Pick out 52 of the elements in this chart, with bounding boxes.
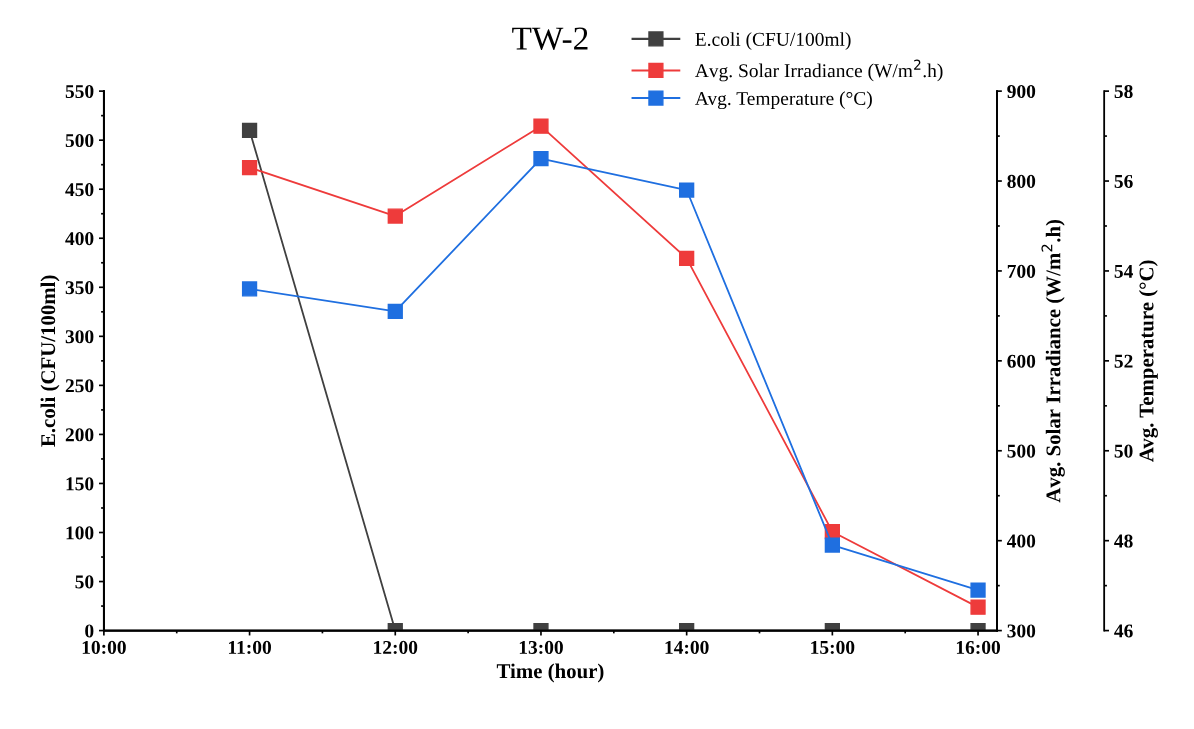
y3-tick-label: 48 — [1114, 534, 1133, 548]
point — [387, 208, 403, 224]
y-tick-label: 100 — [66, 526, 94, 540]
x-axis-title: Time (hour) — [496, 663, 604, 683]
y2-tick-label: 400 — [1006, 534, 1036, 548]
point — [241, 281, 258, 297]
y3-tick-label: 46 — [1114, 624, 1133, 638]
y-tick-label: 400 — [65, 232, 94, 246]
y2-tick-label: 700 — [1007, 264, 1036, 278]
y3-tick-label: 50 — [1114, 444, 1133, 458]
x-tick-label: 14:00 — [665, 640, 709, 655]
point — [533, 118, 549, 134]
x-tick-label: 16:00 — [956, 640, 1000, 655]
x-tick-label: 10:00 — [82, 640, 126, 655]
point — [387, 303, 403, 320]
point — [241, 159, 258, 176]
x-tick-label: 11:00 — [228, 640, 271, 655]
y3-tick-label: 56 — [1114, 174, 1133, 188]
legend-label: E.coli (CFU/100ml) — [695, 32, 851, 50]
y2-tick-label: 600 — [1007, 354, 1036, 368]
point — [533, 150, 549, 167]
point — [970, 582, 986, 598]
y3-axis-title: Avg. Temperature (°C) — [1138, 260, 1158, 462]
point — [679, 250, 695, 266]
y2-tick-label: 800 — [1007, 174, 1036, 188]
y-tick-label: 350 — [65, 281, 94, 295]
y-tick-label: 450 — [65, 183, 94, 197]
point — [679, 182, 695, 198]
y-tick-label: 500 — [65, 133, 94, 148]
y-tick-label: 550 — [65, 84, 94, 99]
point — [970, 599, 986, 615]
y2-tick-label: 900 — [1007, 84, 1036, 99]
y3-tick-label: 52 — [1114, 354, 1133, 368]
x-tick-label: 13:00 — [519, 640, 563, 655]
point — [824, 537, 840, 553]
legend-label: Avg. Temperature (°C) — [695, 91, 872, 110]
y3-tick-label: 58 — [1114, 84, 1133, 99]
x-tick-label: 15:00 — [811, 640, 855, 655]
y-tick-label: 200 — [65, 428, 94, 442]
chart-title: TW-2 — [512, 27, 588, 50]
x-tick-label: 12:00 — [374, 640, 418, 655]
y-tick-label: 0 — [85, 624, 94, 638]
y-tick-label: 300 — [65, 330, 94, 344]
y2-tick-label: 500 — [1007, 444, 1036, 458]
y2-axis-title: Avg. Solar Irradiance (W/m$^{2}$.h) — [1041, 219, 1065, 503]
y-axis-title: E.coli (CFU/100ml) — [40, 275, 60, 447]
y2-tick-label: 300 — [1007, 624, 1036, 638]
y-tick-label: 50 — [75, 575, 94, 589]
legend-label: Avg. Solar Irradiance (W/m$^{2}$.h) — [695, 59, 943, 82]
y3-tick-label: 54 — [1114, 264, 1133, 278]
y-tick-label: 250 — [65, 379, 94, 393]
y-tick-label: 150 — [66, 477, 94, 491]
